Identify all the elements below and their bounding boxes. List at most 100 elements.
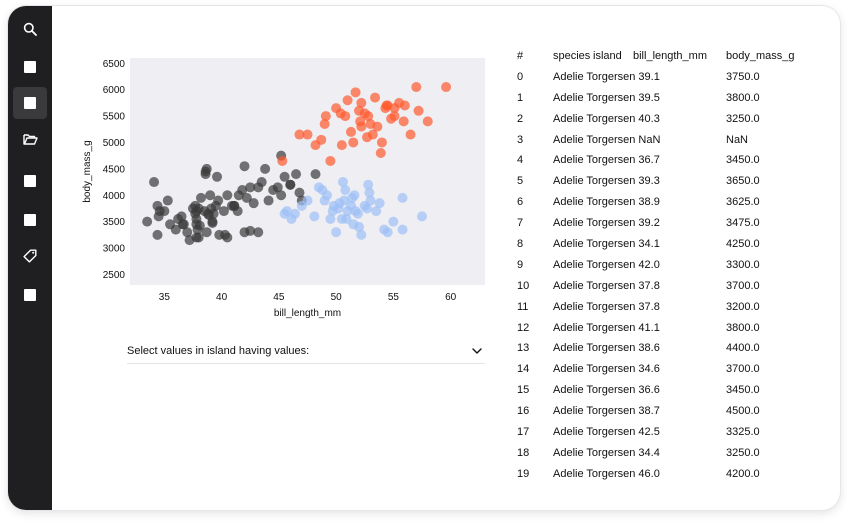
scatter-point bbox=[340, 184, 351, 195]
scatter-point bbox=[376, 137, 387, 148]
scatter-point bbox=[319, 118, 330, 129]
square-icon bbox=[24, 97, 36, 109]
scatter-point bbox=[356, 97, 367, 108]
scatter-point bbox=[152, 229, 163, 240]
scatter-point bbox=[371, 206, 382, 217]
scatter-point bbox=[207, 217, 218, 228]
header-index: # bbox=[517, 50, 524, 62]
search-icon bbox=[23, 22, 37, 41]
cell-body-mass: 3250.0 bbox=[726, 446, 760, 459]
scatter-point bbox=[310, 169, 321, 180]
main-content: 2500 3000 3500 4000 4500 5000 5500 6000 6500 35 4… bbox=[52, 6, 840, 510]
scatter-point bbox=[346, 126, 357, 137]
scatter-point bbox=[196, 192, 206, 203]
scatter-point bbox=[364, 187, 375, 198]
sidebar-item-folder[interactable] bbox=[13, 126, 47, 158]
sidebar-item-7[interactable] bbox=[13, 279, 47, 311]
y-tick-label: 6500 bbox=[103, 59, 126, 70]
scatter-point bbox=[338, 177, 348, 188]
scatter-point bbox=[316, 134, 327, 145]
scatter-point bbox=[398, 116, 409, 127]
scatter-point bbox=[374, 198, 385, 209]
y-tick-label: 2500 bbox=[103, 270, 126, 281]
scatter-point bbox=[317, 184, 328, 195]
cell-body-mass: 3250.0 bbox=[726, 112, 760, 125]
scatter-point bbox=[411, 82, 422, 93]
sidebar bbox=[8, 6, 52, 510]
scatter-point bbox=[222, 190, 233, 201]
cell-row-text: Adelie Torgersen 34.6 bbox=[553, 363, 660, 376]
cell-row-text: Adelie Torgersen 38.9 bbox=[553, 196, 660, 209]
y-tick-label: 4000 bbox=[103, 191, 126, 202]
scatter-point bbox=[245, 182, 256, 193]
cell-row-text: Adelie Torgersen 38.7 bbox=[553, 405, 660, 418]
scatter-point bbox=[397, 224, 408, 235]
scatter-point bbox=[253, 227, 264, 238]
scatter-point bbox=[320, 111, 331, 122]
sidebar-item-2[interactable] bbox=[13, 87, 47, 119]
scatter-point bbox=[389, 111, 400, 122]
cell-row-text: Adelie Torgersen 39.2 bbox=[553, 217, 660, 230]
scatter-point bbox=[341, 214, 352, 225]
y-axis-label: body_mass_g bbox=[82, 140, 93, 202]
cell-row-text: Adelie Torgersen 36.7 bbox=[553, 154, 660, 167]
scatter-point bbox=[309, 211, 320, 222]
cell-row-text: Adelie Torgersen 39.1 bbox=[553, 70, 660, 83]
scatter-point bbox=[372, 121, 383, 132]
scatter-point bbox=[237, 184, 248, 195]
cell-index: 8 bbox=[517, 238, 524, 251]
scatter-point bbox=[441, 82, 452, 93]
cell-row-text: Adelie Torgersen 39.3 bbox=[553, 175, 660, 188]
cell-body-mass: 4500.0 bbox=[726, 405, 760, 418]
scatter-point bbox=[170, 224, 181, 235]
cell-row-text: Adelie Torgersen 46.0 bbox=[553, 467, 660, 480]
tag-icon bbox=[23, 249, 37, 268]
cell-index: 15 bbox=[517, 384, 530, 397]
island-select[interactable]: Select values in island having values: bbox=[127, 338, 485, 364]
cell-row-text: Adelie Torgersen 39.5 bbox=[553, 91, 660, 104]
cell-row-text: Adelie Torgersen NaN bbox=[553, 133, 661, 146]
cell-body-mass: 3700.0 bbox=[726, 279, 760, 292]
x-tick-label: 40 bbox=[216, 292, 228, 303]
scatter-point bbox=[162, 195, 173, 206]
scatter-point bbox=[356, 229, 367, 240]
cell-index: 9 bbox=[517, 258, 524, 271]
scatter-point bbox=[370, 92, 381, 103]
scatter-point bbox=[352, 208, 363, 219]
scatter-chart: 2500 3000 3500 4000 4500 5000 5500 6000 6500 35 4… bbox=[82, 58, 485, 319]
y-tick-label: 5500 bbox=[103, 112, 126, 123]
cell-index: 5 bbox=[517, 175, 524, 188]
cell-row-text: Adelie Torgersen 34.1 bbox=[553, 238, 660, 251]
sidebar-item-search[interactable] bbox=[13, 15, 47, 47]
scatter-point bbox=[349, 190, 360, 201]
scatter-point bbox=[277, 155, 288, 166]
sidebar-item-tag[interactable] bbox=[13, 242, 47, 274]
scatter-point bbox=[342, 95, 353, 106]
scatter-point bbox=[339, 195, 350, 206]
cell-body-mass: 3750.0 bbox=[726, 70, 760, 83]
header-body-mass: body_mass_g bbox=[726, 50, 795, 62]
cell-row-text: Adelie Torgersen 42.0 bbox=[553, 258, 660, 271]
cell-body-mass: 4200.0 bbox=[726, 467, 760, 480]
square-icon bbox=[24, 289, 36, 301]
scatter-point bbox=[191, 232, 202, 243]
square-icon bbox=[24, 175, 36, 187]
cell-body-mass: 3450.0 bbox=[726, 384, 760, 397]
scatter-point bbox=[222, 232, 233, 243]
cell-body-mass: 3450.0 bbox=[726, 154, 760, 167]
sidebar-item-1[interactable] bbox=[13, 51, 47, 83]
y-tick-label: 5000 bbox=[103, 138, 126, 149]
cell-body-mass: 3300.0 bbox=[726, 258, 760, 271]
x-tick-label: 35 bbox=[159, 292, 171, 303]
y-tick-label: 6000 bbox=[103, 85, 126, 96]
cell-body-mass: 3700.0 bbox=[726, 363, 760, 376]
cell-index: 18 bbox=[517, 446, 530, 459]
cell-row-text: Adelie Torgersen 42.5 bbox=[553, 426, 660, 439]
scatter-point bbox=[245, 225, 256, 236]
header-island: island bbox=[593, 50, 622, 62]
scatter-point bbox=[350, 87, 361, 98]
y-tick-label: 4500 bbox=[103, 164, 126, 175]
sidebar-item-4[interactable] bbox=[13, 165, 47, 197]
sidebar-item-5[interactable] bbox=[13, 204, 47, 236]
scatter-point bbox=[239, 161, 250, 172]
